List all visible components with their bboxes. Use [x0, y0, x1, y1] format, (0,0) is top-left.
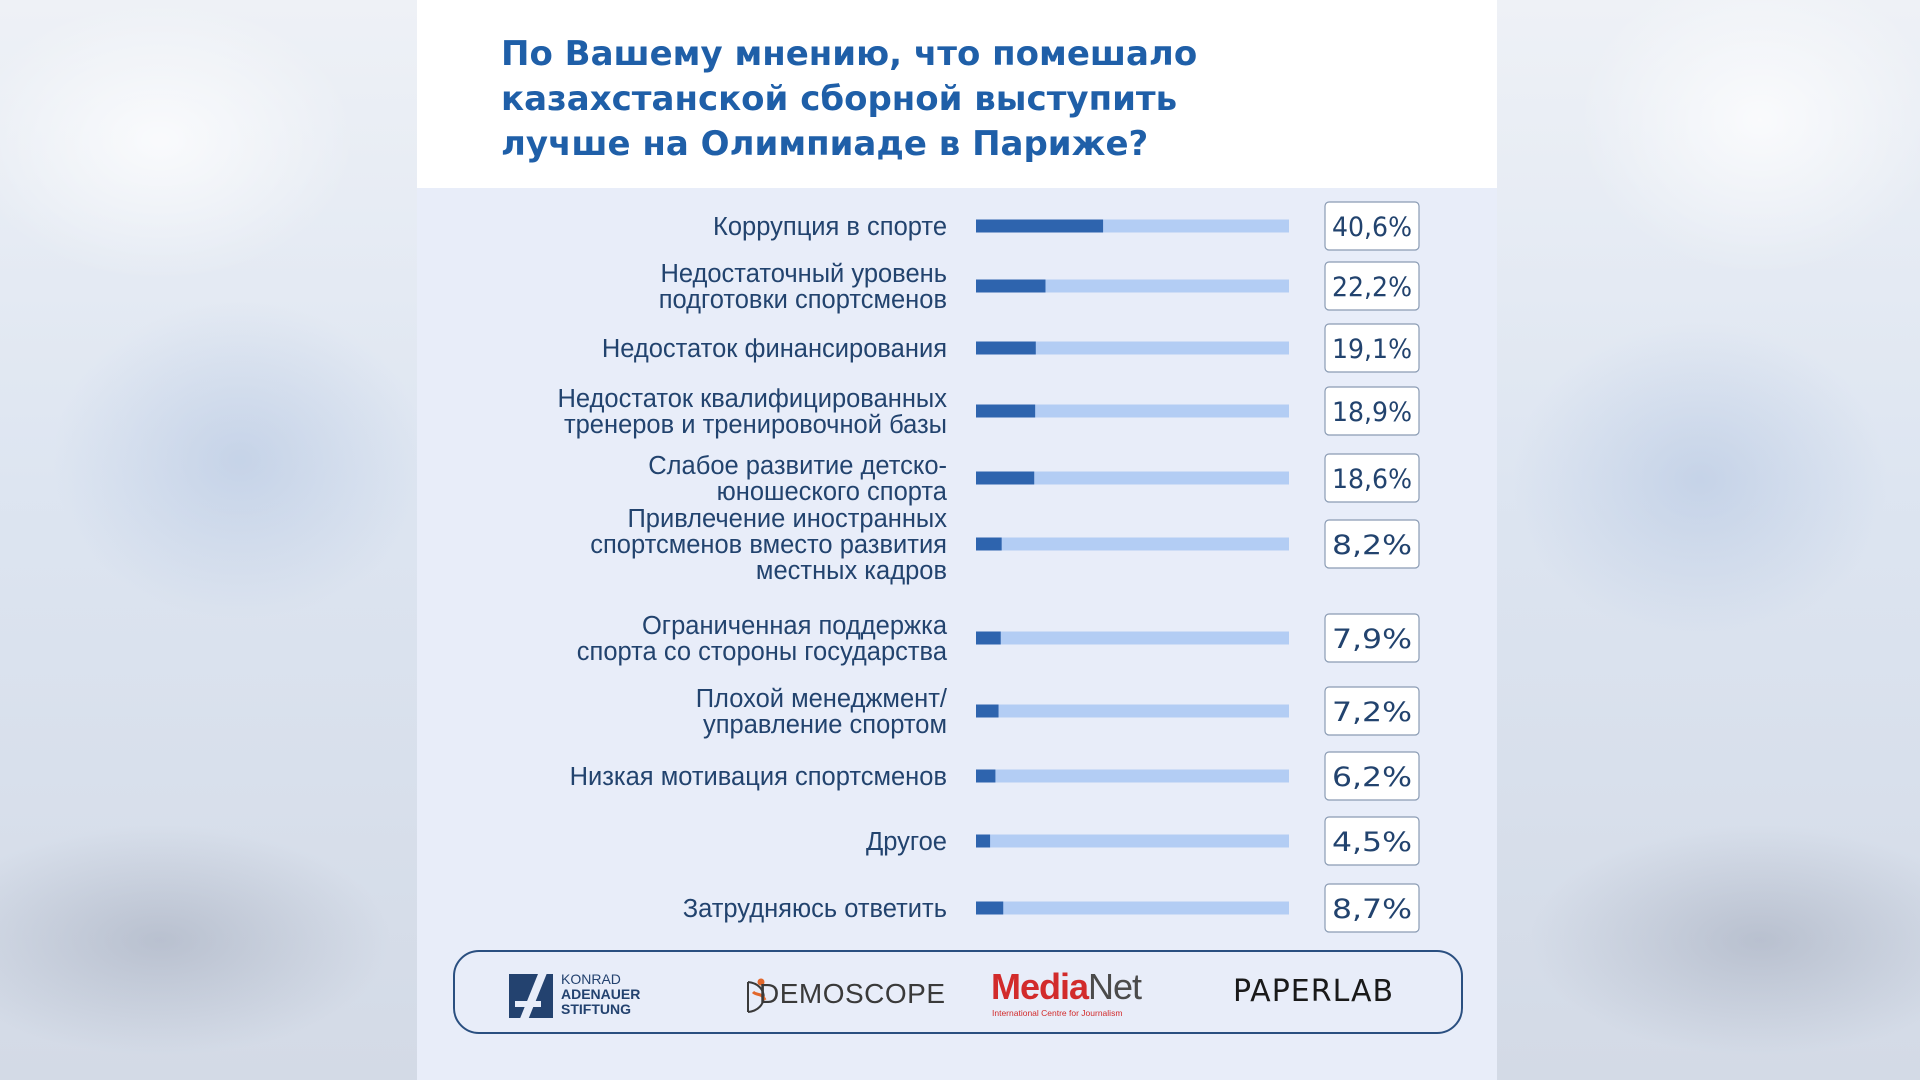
value-box — [1324, 323, 1420, 373]
bar-row: Слабое развитие детско-юношеского спорта… — [648, 452, 1420, 506]
title-line-3: лучше на Олимпиаде в Париже? — [501, 124, 1149, 164]
value-label: 18,9% — [1332, 397, 1412, 428]
bar-fill — [976, 537, 1002, 551]
title-line-1: По Вашему мнению, что помешало — [501, 34, 1198, 74]
bar-fill — [976, 219, 1104, 233]
bar-fill — [976, 471, 1035, 485]
value-label: 7,9% — [1332, 624, 1412, 655]
bar-track — [976, 341, 1289, 355]
infographic-panel: По Вашему мнению, что помешало казахстан… — [417, 0, 1497, 1080]
header: По Вашему мнению, что помешало казахстан… — [417, 0, 1497, 188]
category-label: Привлечение иностранных спортсменов вмест… — [590, 505, 947, 585]
bar-row: Недостаточный уровень подготовки спортсме… — [659, 260, 1420, 314]
partner-logos-bar: KONRAD ADENAUER STIFTUNG DEMOSCOPE Media… — [453, 950, 1463, 1034]
bar-fill — [976, 901, 1004, 915]
value-label: 4,5% — [1332, 827, 1412, 858]
bar-fill — [976, 704, 999, 718]
bar-row: Коррупция в спорте 40,6% — [713, 201, 1420, 251]
value-box — [1324, 261, 1420, 311]
kas-line-1: KONRAD — [561, 971, 621, 987]
kas-logo-text: KONRAD ADENAUER STIFTUNG — [561, 972, 640, 1017]
bar-fill — [976, 834, 991, 848]
value-box — [1324, 386, 1420, 436]
bar-track — [976, 769, 1289, 783]
category-label: Недостаток квалифицированных тренеров и т… — [557, 385, 947, 439]
kas-line-2: ADENAUER — [561, 986, 641, 1002]
category-label: Плохой менеджмент/управление спортом — [696, 685, 948, 739]
kas-logo: KONRAD ADENAUER STIFTUNG — [509, 952, 659, 1032]
medianet-wordmark: MediaNet — [991, 966, 1142, 1008]
bar-fill — [976, 404, 1036, 418]
value-label: 8,2% — [1332, 530, 1412, 561]
category-label: Недостаточный уровень подготовки спортсме… — [659, 260, 947, 314]
category-label: Затрудняюсь ответить — [683, 895, 947, 923]
category-label: Другое — [866, 828, 947, 856]
category-label: Ограниченная поддержка спорта со стороны … — [577, 612, 948, 666]
medianet-media: Media — [991, 966, 1089, 1007]
bar-row: Недостаток финансирования 19,1% — [602, 323, 1420, 373]
title-line-2: казахстанской сборной выступить — [501, 79, 1178, 119]
value-label: 22,2% — [1332, 272, 1412, 303]
value-box — [1324, 519, 1420, 569]
bar-fill — [976, 769, 996, 783]
bar-fill — [976, 631, 1001, 645]
chart-title: По Вашему мнению, что помешало казахстан… — [501, 32, 1401, 167]
value-label: 40,6% — [1332, 212, 1412, 243]
bar-track — [976, 404, 1289, 418]
category-label: Слабое развитие детско-юношеского спорта — [648, 452, 948, 506]
bar-track — [976, 704, 1289, 718]
category-label: Низкая мотивация спортсменов — [570, 763, 947, 791]
bar-fill — [976, 341, 1036, 355]
category-label: Недостаток финансирования — [602, 335, 947, 363]
medianet-subtitle: International Centre for Journalism — [992, 1008, 1123, 1018]
value-box — [1324, 453, 1420, 503]
value-box — [1324, 883, 1420, 933]
demoscope-logo: DEMOSCOPE — [745, 952, 945, 1032]
medianet-logo: MediaNet International Centre for Journa… — [991, 952, 1161, 1032]
value-label: 7,2% — [1332, 697, 1412, 728]
value-label: 18,6% — [1332, 464, 1412, 495]
bar-row: Недостаток квалифицированных тренеров и т… — [557, 385, 1420, 439]
bar-chart: Коррупция в спорте 40,6% Недостаточный уро… — [557, 201, 1420, 933]
value-box — [1324, 816, 1420, 866]
kas-line-3: STIFTUNG — [561, 1001, 631, 1017]
bar-row: Плохой менеджмент/управление спортом 7,2% — [696, 685, 1420, 739]
bar-track — [976, 471, 1289, 485]
category-label: Коррупция в спорте — [713, 213, 947, 241]
medianet-net: Net — [1088, 966, 1142, 1007]
value-label: 6,2% — [1332, 762, 1412, 793]
kas-logo-mark-icon — [509, 970, 553, 1024]
value-label: 19,1% — [1332, 334, 1412, 365]
bar-row: Затрудняюсь ответить 8,7% — [683, 883, 1420, 933]
bar-track — [976, 834, 1289, 848]
bar-row: Привлечение иностранных спортсменов вмест… — [590, 505, 1420, 585]
paperlab-logo: PAPERLAB — [1233, 952, 1413, 1032]
bar-track — [976, 279, 1289, 293]
bar-fill — [976, 279, 1046, 293]
paperlab-text: PAPERLAB — [1233, 974, 1395, 1009]
demoscope-text: DEMOSCOPE — [759, 978, 946, 1009]
bar-row: Ограниченная поддержка спорта со стороны … — [577, 612, 1420, 666]
bar-row: Низкая мотивация спортсменов 6,2% — [570, 751, 1420, 801]
bar-track — [976, 631, 1289, 645]
value-box — [1324, 751, 1420, 801]
value-label: 8,7% — [1332, 894, 1412, 925]
value-box — [1324, 613, 1420, 663]
value-box — [1324, 201, 1420, 251]
bar-row: Другое 4,5% — [866, 816, 1420, 866]
value-box — [1324, 686, 1420, 736]
demoscope-mark-icon — [747, 978, 767, 1013]
bar-track — [976, 537, 1289, 551]
bar-track — [976, 901, 1289, 915]
